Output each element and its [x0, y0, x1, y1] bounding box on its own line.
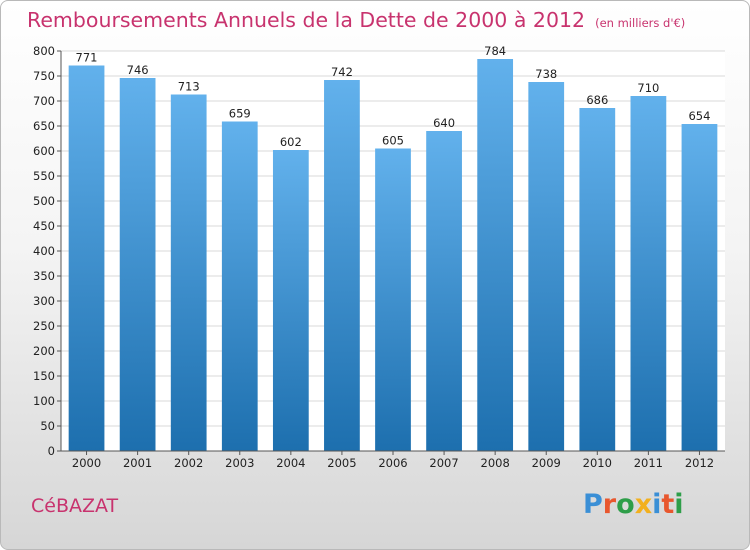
logo-letter: o: [616, 489, 635, 520]
data-label-2002: 713: [178, 80, 200, 94]
bar-2005: [324, 80, 360, 451]
bar-2000: [68, 65, 105, 451]
data-label-2006: 605: [382, 134, 404, 148]
x-tick-label-2012: 2012: [685, 456, 714, 470]
bar-2004: [272, 150, 309, 451]
proxiti-logo: Proxiti: [583, 489, 684, 520]
data-labels: 771 746 713 659 602 742 605 640 784 738 686 710 654: [76, 44, 711, 149]
x-tick-label-2009: 2009: [532, 456, 561, 470]
x-tick-label-2003: 2003: [225, 456, 254, 470]
y-tick-label: 0: [48, 444, 55, 458]
bars: [68, 59, 718, 451]
data-label-2008: 784: [484, 44, 506, 58]
y-tick-label: 350: [33, 269, 55, 283]
data-label-2009: 738: [535, 67, 557, 81]
logo-letter: t: [661, 489, 675, 520]
data-label-2005: 742: [331, 65, 353, 79]
bar-2009: [528, 82, 565, 451]
x-tick-label-2004: 2004: [276, 456, 305, 470]
y-tick-label: 50: [40, 419, 55, 433]
y-tick-label: 200: [33, 344, 55, 358]
data-label-2003: 659: [229, 107, 251, 121]
bar-2003: [221, 121, 258, 451]
logo-letter: x: [634, 489, 653, 520]
x-tick-label-2010: 2010: [583, 456, 612, 470]
y-tick-label: 300: [33, 294, 55, 308]
y-tick-label: 750: [33, 69, 55, 83]
bar-2002: [170, 94, 207, 451]
data-label-2011: 710: [637, 81, 659, 95]
y-tick-label: 100: [33, 394, 55, 408]
y-tick-label: 700: [33, 94, 55, 108]
y-tick-label: 550: [33, 169, 55, 183]
bar-2006: [375, 148, 411, 451]
data-label-2007: 640: [433, 116, 455, 130]
bar-2001: [119, 78, 156, 451]
bar-2007: [426, 131, 462, 451]
y-tick-label: 650: [33, 119, 55, 133]
chart-unit: (en milliers d'€): [595, 16, 686, 30]
chart-title-text: Remboursements Annuels de la Dette de 20…: [27, 8, 586, 32]
x-tick-label-2001: 2001: [123, 456, 152, 470]
chart-title: Remboursements Annuels de la Dette de 20…: [27, 8, 685, 32]
x-tick-label-2002: 2002: [174, 456, 203, 470]
x-tick-label-2011: 2011: [634, 456, 663, 470]
data-label-2010: 686: [586, 93, 608, 107]
logo-letter: P: [583, 489, 603, 520]
y-tick-label: 400: [33, 244, 55, 258]
y-tick-label: 600: [33, 144, 55, 158]
y-tick-label: 450: [33, 219, 55, 233]
y-tick-label: 250: [33, 319, 55, 333]
bar-2011: [630, 96, 667, 451]
y-tick-label: 500: [33, 194, 55, 208]
y-tick-label: 150: [33, 369, 55, 383]
bar-2008: [477, 59, 514, 451]
data-label-2000: 771: [76, 51, 98, 65]
x-tick-label-2005: 2005: [327, 456, 356, 470]
x-tick-label-2006: 2006: [378, 456, 407, 470]
x-tick-label-2000: 2000: [72, 456, 101, 470]
bar-2012: [681, 124, 718, 451]
x-tick-label-2008: 2008: [481, 456, 510, 470]
commune-name: CéBAZAT: [31, 495, 119, 517]
y-tick-label: 800: [33, 44, 55, 58]
x-tick-label-2007: 2007: [429, 456, 458, 470]
logo-letter: i: [674, 489, 684, 520]
bar-2010: [579, 108, 616, 451]
data-label-2012: 654: [688, 109, 710, 123]
axes: 0 50 100 150 200 250 300 350 400 450 500 550 600 650 7…: [33, 44, 725, 470]
logo-letter: i: [652, 489, 662, 520]
data-label-2004: 602: [280, 135, 302, 149]
data-label-2001: 746: [127, 63, 149, 77]
logo-letter: r: [602, 489, 617, 520]
